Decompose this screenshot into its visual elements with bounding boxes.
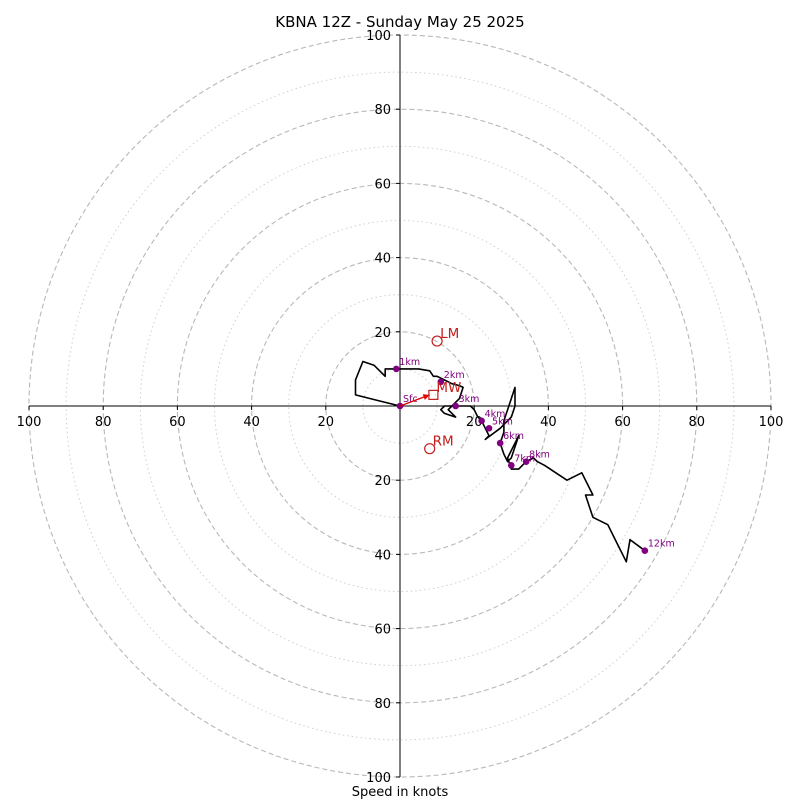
height-marker-label: 8km [529, 450, 550, 461]
storm-motion-square [428, 389, 439, 400]
y-tick-label: 100 [366, 29, 391, 44]
x-tick-label: 80 [689, 415, 706, 430]
y-tick-label: 40 [374, 548, 391, 563]
x-axis-label: Speed in knots [352, 785, 449, 800]
storm-motion-markers: LM MW RM [399, 326, 461, 455]
hodograph-trace [354, 360, 646, 563]
y-tick-label: 60 [374, 177, 391, 192]
height-marker-label: 3km [459, 394, 480, 405]
height-marker-label: Sfc [403, 394, 418, 405]
height-markers: Sfc1km2km3km4km5km6km7km8km12km [392, 357, 675, 554]
height-marker-dot [478, 417, 485, 425]
height-marker-dot [508, 462, 515, 469]
shear-arrow-head [422, 394, 430, 400]
height-marker-label: 4km [485, 409, 506, 420]
height-marker-label: 5km [492, 416, 513, 427]
storm-motion-label: MW [436, 380, 461, 396]
storm-motion-label: LM [440, 326, 459, 342]
height-marker-label: 6km [503, 431, 524, 442]
x-tick-label: 20 [466, 415, 483, 430]
y-tick-label: 60 [374, 623, 391, 638]
x-tick-label: 40 [243, 415, 260, 430]
y-tick-label: 80 [374, 103, 391, 118]
height-marker-dot [452, 402, 459, 410]
height-marker-label: 2km [444, 370, 465, 381]
height-marker-dot [496, 439, 504, 447]
y-tick-label: 40 [374, 252, 391, 267]
x-tick-label: 60 [169, 415, 186, 430]
y-tick-label: 20 [374, 326, 391, 341]
height-marker-dot [641, 547, 649, 554]
storm-motion-label: RM [433, 434, 454, 450]
chart-title: KBNA 12Z - Sunday May 25 2025 [275, 13, 524, 31]
height-marker-label: 1km [399, 357, 420, 368]
height-marker-label: 12km [648, 539, 675, 550]
x-tick-label: 20 [318, 415, 335, 430]
tick-labels: 100 80 60 40 20 20 40 60 80 100 100 80 60 40 20 20 40 60 8… [17, 29, 784, 786]
x-tick-label: 100 [759, 415, 784, 430]
height-marker-dot [437, 378, 445, 386]
y-tick-label: 100 [366, 771, 391, 786]
storm-motion-circle [431, 335, 443, 347]
x-tick-label: 80 [95, 415, 112, 430]
height-marker-dot [522, 458, 530, 465]
height-marker-dot [392, 365, 400, 373]
height-marker-dot [485, 424, 493, 432]
x-tick-label: 60 [614, 415, 631, 430]
y-tick-label: 80 [374, 697, 391, 712]
x-tick-label: 100 [17, 415, 42, 430]
y-tick-label: 20 [374, 474, 391, 489]
hodograph-line [354, 360, 646, 563]
storm-motion-circle [424, 443, 436, 455]
x-tick-label: 40 [540, 415, 557, 430]
